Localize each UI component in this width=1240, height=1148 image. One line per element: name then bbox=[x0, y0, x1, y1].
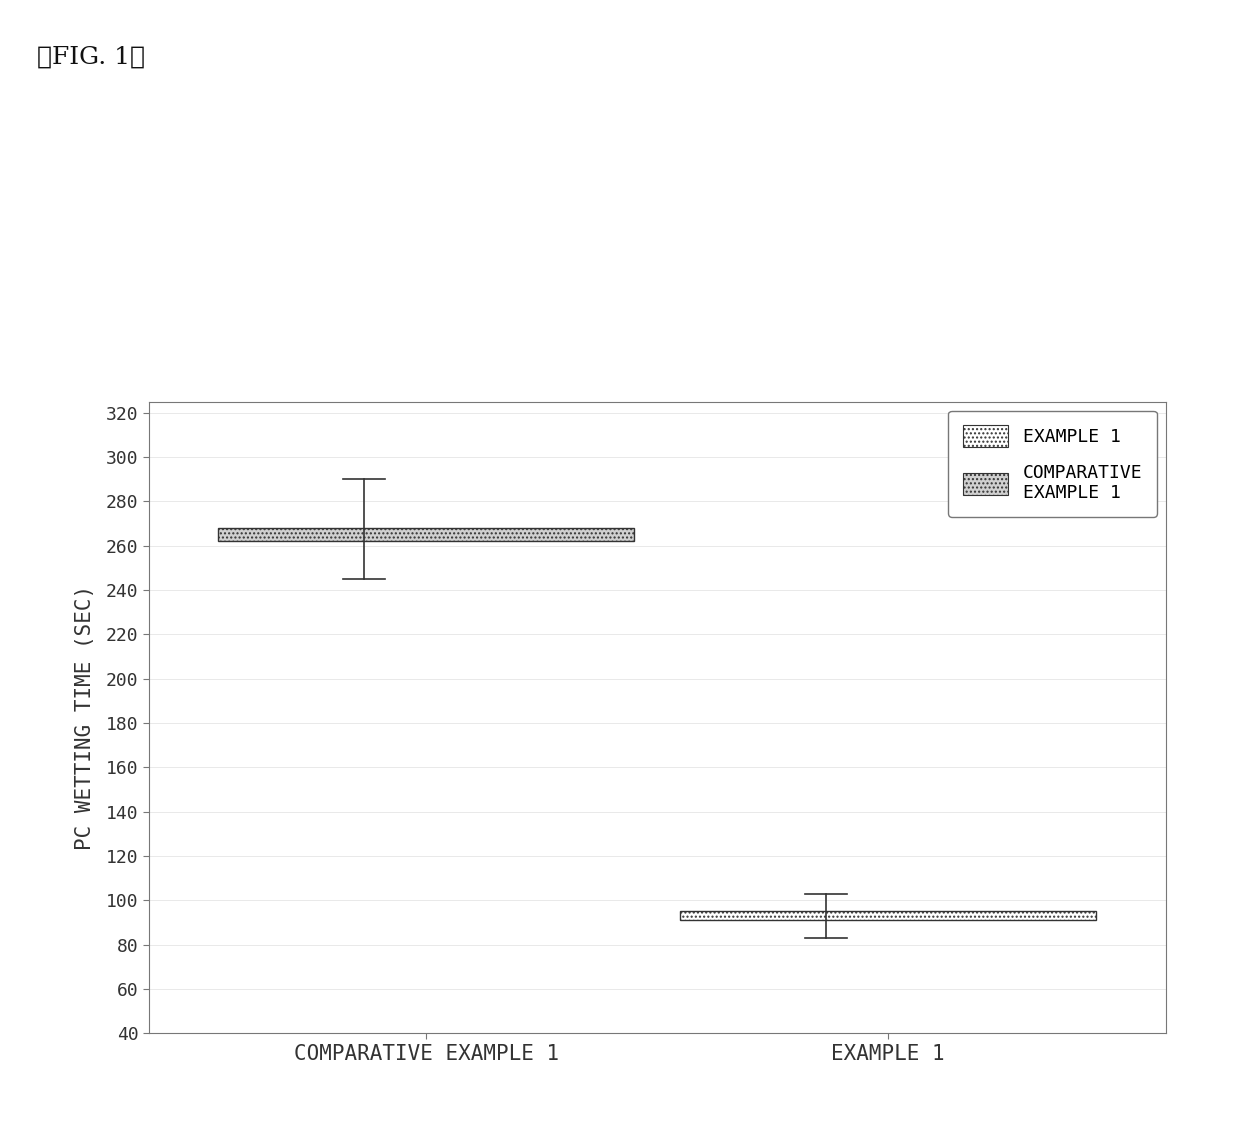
Legend: EXAMPLE 1, COMPARATIVE
EXAMPLE 1: EXAMPLE 1, COMPARATIVE EXAMPLE 1 bbox=[949, 411, 1157, 517]
Y-axis label: PC WETTING TIME (SEC): PC WETTING TIME (SEC) bbox=[74, 585, 94, 850]
Text: 』FIG. 1】: 』FIG. 1】 bbox=[37, 46, 145, 69]
Bar bbox=[681, 912, 1096, 921]
Bar bbox=[218, 528, 634, 542]
